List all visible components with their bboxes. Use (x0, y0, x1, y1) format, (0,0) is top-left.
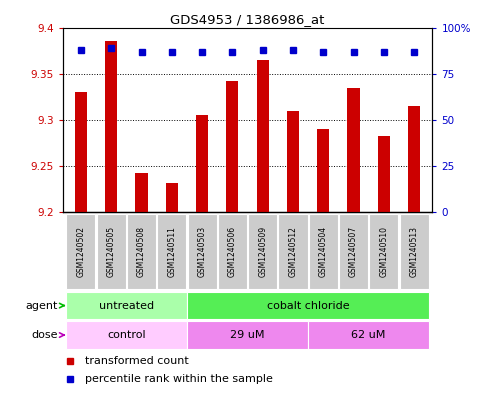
Bar (278, 214, 308, 289)
Text: percentile rank within the sample: percentile rank within the sample (85, 374, 273, 384)
Bar (187, 214, 217, 289)
Title: GDS4953 / 1386986_at: GDS4953 / 1386986_at (170, 13, 325, 26)
Bar (97, 214, 126, 289)
Text: GSM1240511: GSM1240511 (167, 226, 176, 277)
Text: GSM1240513: GSM1240513 (410, 226, 419, 277)
Bar (309, 214, 338, 289)
Text: untreated: untreated (99, 301, 154, 310)
Bar (227, 81, 239, 212)
Text: GSM1240509: GSM1240509 (258, 226, 267, 277)
Bar (127, 214, 156, 289)
Bar (75, 92, 87, 212)
Bar (369, 214, 398, 289)
Bar (66, 321, 187, 349)
Text: GSM1240510: GSM1240510 (379, 226, 388, 277)
Text: GSM1240502: GSM1240502 (76, 226, 85, 277)
Text: GSM1240503: GSM1240503 (198, 226, 207, 277)
Text: GSM1240506: GSM1240506 (228, 226, 237, 277)
Bar (339, 214, 368, 289)
Bar (287, 110, 299, 212)
Bar (408, 106, 420, 212)
Text: 29 uM: 29 uM (230, 330, 265, 340)
Bar (187, 321, 308, 349)
Text: cobalt chloride: cobalt chloride (267, 301, 349, 310)
Bar (157, 214, 186, 289)
Text: GSM1240507: GSM1240507 (349, 226, 358, 277)
Text: transformed count: transformed count (85, 356, 189, 366)
Bar (66, 292, 187, 319)
Bar (166, 183, 178, 212)
Text: 62 uM: 62 uM (352, 330, 386, 340)
Bar (196, 115, 208, 212)
Bar (399, 214, 428, 289)
Bar (67, 214, 96, 289)
Text: GSM1240508: GSM1240508 (137, 226, 146, 277)
Bar (135, 173, 148, 212)
Bar (105, 41, 117, 212)
Bar (378, 136, 390, 212)
Text: agent: agent (26, 301, 58, 310)
Bar (248, 214, 277, 289)
Bar (218, 214, 247, 289)
Text: GSM1240504: GSM1240504 (319, 226, 328, 277)
Bar (317, 129, 329, 212)
Text: GSM1240512: GSM1240512 (288, 226, 298, 277)
Text: GSM1240505: GSM1240505 (107, 226, 116, 277)
Bar (187, 292, 429, 319)
Bar (256, 60, 269, 212)
Text: control: control (107, 330, 146, 340)
Bar (308, 321, 429, 349)
Text: dose: dose (31, 330, 58, 340)
Bar (347, 88, 360, 212)
